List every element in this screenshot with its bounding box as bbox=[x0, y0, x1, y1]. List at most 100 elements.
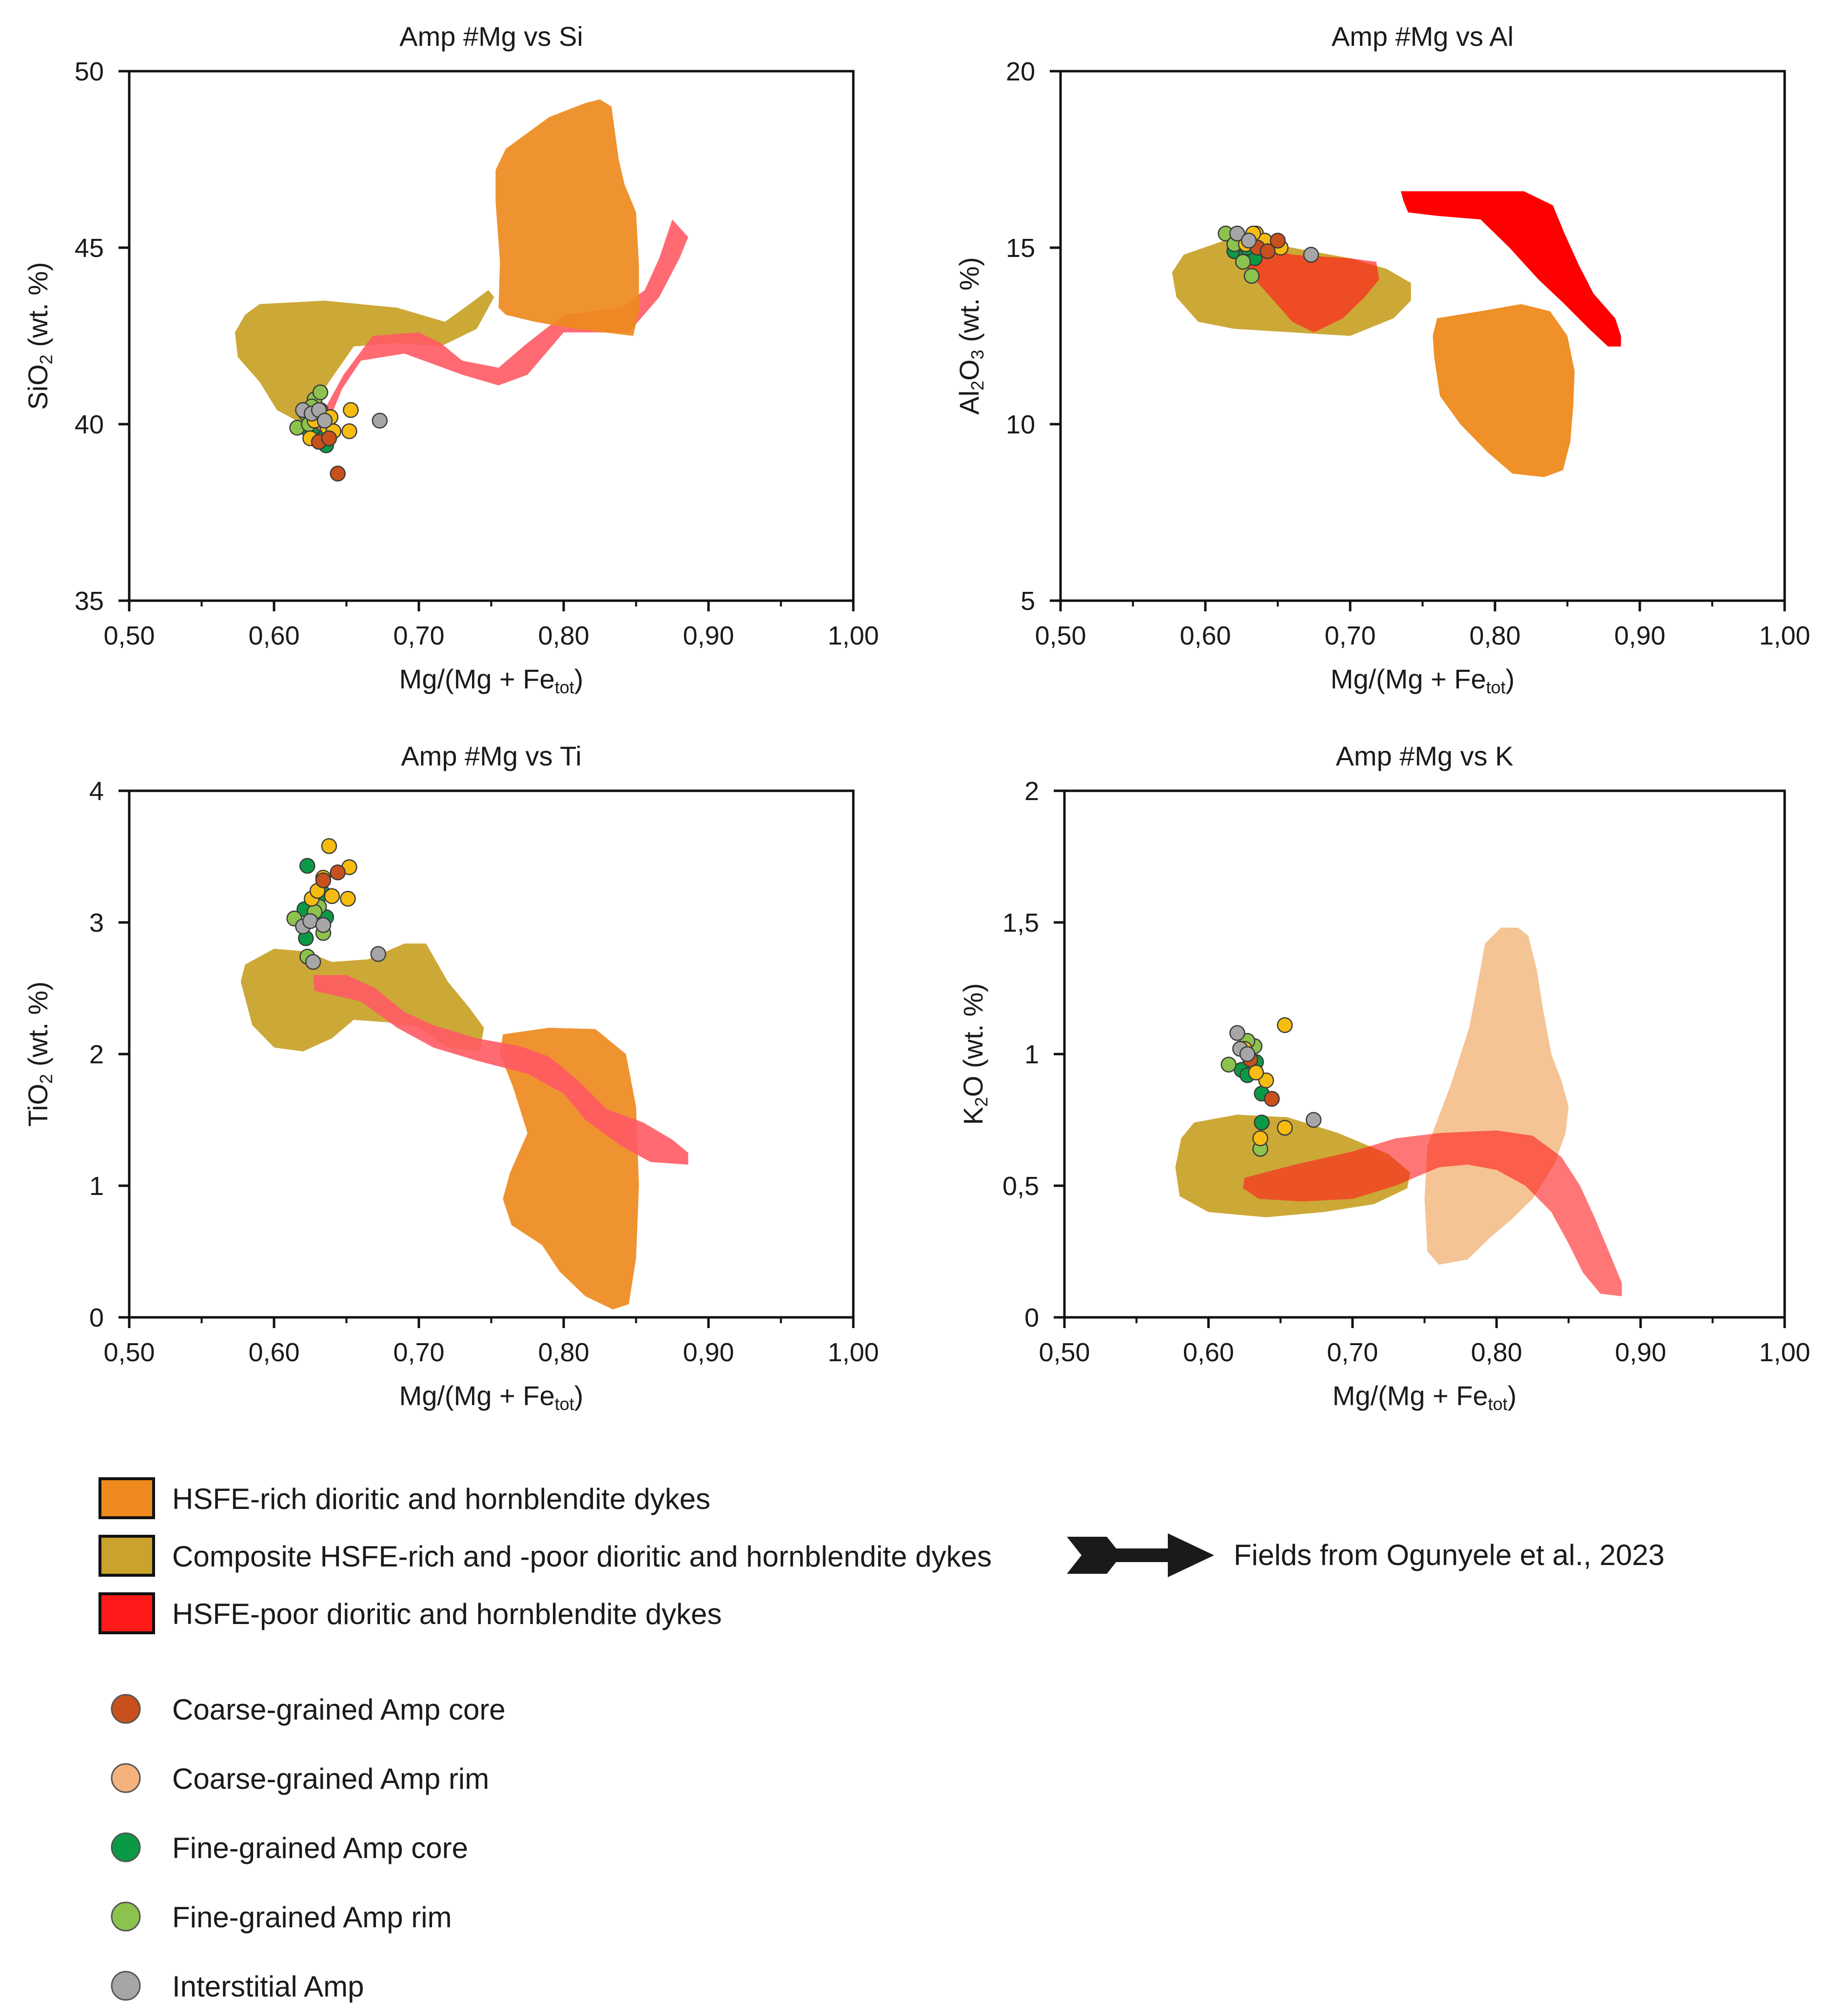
x-tick-label: 0,60 bbox=[1180, 621, 1231, 650]
plot-frame bbox=[1059, 70, 1786, 602]
x-tick-label: 0,90 bbox=[683, 621, 734, 650]
data-point bbox=[1252, 1130, 1268, 1147]
data-point bbox=[315, 917, 332, 933]
x-tick-label: 0,50 bbox=[1035, 621, 1086, 650]
legend-point-label: Coarse-grained Amp rim bbox=[172, 1762, 489, 1795]
x-axis-title: Mg/(Mg + Fetot) bbox=[399, 664, 584, 697]
field-polygon-1 bbox=[235, 290, 494, 424]
y-tick-label: 20 bbox=[1006, 57, 1035, 86]
x-tick-label: 1,00 bbox=[1759, 621, 1810, 650]
data-point bbox=[1305, 1112, 1322, 1128]
legend-point-item: Coarse-grained Amp rim bbox=[111, 1762, 489, 1795]
y-tick-label: 5 bbox=[1021, 587, 1035, 616]
y-axis-title: Al2O3 (wt. %) bbox=[954, 257, 987, 414]
data-point bbox=[1248, 1064, 1264, 1081]
legend-field-swatch bbox=[98, 1535, 155, 1577]
data-point bbox=[1235, 254, 1251, 270]
x-tick-label: 0,50 bbox=[103, 1338, 155, 1367]
y-tick-label: 15 bbox=[1006, 234, 1035, 263]
x-tick-label: 0,90 bbox=[683, 1338, 734, 1367]
data-point bbox=[324, 888, 340, 904]
x-tick-label: 0,60 bbox=[248, 1338, 299, 1367]
x-axis-title: Mg/(Mg + Fetot) bbox=[1331, 664, 1515, 697]
x-tick-label: 0,50 bbox=[103, 621, 155, 650]
double-chevron-arrow-icon bbox=[1067, 1533, 1214, 1577]
legend-point-label: Fine-grained Amp core bbox=[172, 1832, 468, 1864]
data-point bbox=[315, 872, 332, 888]
x-tick-label: 0,70 bbox=[393, 1338, 444, 1367]
x-tick-label: 0,70 bbox=[1324, 621, 1376, 650]
field-polygon-3 bbox=[495, 99, 639, 336]
data-point bbox=[305, 954, 321, 970]
x-tick-label: 0,90 bbox=[1614, 621, 1665, 650]
data-point bbox=[1220, 1057, 1237, 1073]
data-point bbox=[321, 838, 337, 854]
data-point bbox=[1254, 1115, 1270, 1131]
legend-point-label: Coarse-grained Amp core bbox=[172, 1693, 506, 1726]
y-tick-label: 1 bbox=[89, 1172, 104, 1201]
data-point bbox=[1277, 1119, 1293, 1136]
charts: Amp #Mg vs Si0,50 0,60 0,70 0,80 0,90 1,00354… bbox=[22, 21, 1810, 1414]
y-tick-label: 1,5 bbox=[1003, 908, 1039, 938]
legend-field-label: HSFE-rich dioritic and hornblendite dyke… bbox=[172, 1483, 710, 1515]
legend-field-item: HSFE-rich dioritic and hornblendite dyke… bbox=[98, 1477, 710, 1519]
y-tick-label: 50 bbox=[75, 57, 104, 86]
x-tick-label: 0,70 bbox=[393, 621, 444, 650]
legend-field-label: Composite HSFE-rich and -poor dioritic a… bbox=[172, 1540, 992, 1573]
data-point bbox=[1303, 247, 1319, 263]
data-point bbox=[330, 864, 346, 881]
y-tick-label: 0,5 bbox=[1003, 1172, 1039, 1201]
y-tick-label: 45 bbox=[75, 234, 104, 263]
legend: HSFE-rich dioritic and hornblendite dyke… bbox=[98, 1477, 1665, 2003]
legend-point-item: Fine-grained Amp core bbox=[111, 1832, 468, 1864]
data-point bbox=[316, 412, 333, 429]
data-point bbox=[1277, 1017, 1293, 1033]
legend-point-marker bbox=[111, 1763, 141, 1793]
data-point bbox=[321, 430, 337, 447]
field-polygon-4 bbox=[1433, 304, 1575, 477]
y-tick-label: 10 bbox=[1006, 410, 1035, 439]
legend-source-label: Fields from Ogunyele et al., 2023 bbox=[1234, 1539, 1665, 1571]
chart-panel-3: Amp #Mg vs Ti 0,50 0,60 0,70 0,80 0,90 1,00 0 1 2… bbox=[22, 741, 879, 1414]
data-point bbox=[372, 412, 388, 429]
legend-point-item: Fine-grained Amp rim bbox=[111, 1901, 452, 1934]
data-point bbox=[370, 946, 387, 962]
x-tick-label: 0,80 bbox=[538, 621, 589, 650]
data-point bbox=[341, 423, 357, 439]
y-tick-label: 4 bbox=[89, 777, 104, 806]
x-tick-label: 0,60 bbox=[248, 621, 299, 650]
data-point bbox=[330, 466, 346, 482]
x-tick-label: 1,00 bbox=[827, 1338, 879, 1367]
legend-point-label: Fine-grained Amp rim bbox=[172, 1901, 452, 1934]
data-point bbox=[340, 891, 356, 907]
data-point bbox=[1239, 1046, 1256, 1062]
y-tick-label: 1 bbox=[1024, 1040, 1039, 1069]
chart-title: Amp #Mg vs K bbox=[1336, 741, 1513, 771]
data-point bbox=[1270, 233, 1286, 249]
data-point bbox=[1240, 233, 1257, 249]
field-polygon-2 bbox=[500, 1028, 639, 1310]
chart-title: Amp #Mg vs Al bbox=[1332, 21, 1514, 52]
legend-field-swatch bbox=[98, 1477, 155, 1519]
chart-panel-4: Amp #Mg vs K 0,50 0,60 0,70 0,80 0,90 1,00 0 0,5… bbox=[958, 741, 1810, 1414]
data-point bbox=[1243, 268, 1260, 284]
legend-point-marker bbox=[111, 1694, 141, 1724]
legend-point-item: Coarse-grained Amp core bbox=[111, 1693, 506, 1726]
data-point bbox=[1229, 225, 1245, 242]
legend-field-swatch bbox=[98, 1592, 155, 1634]
data-point bbox=[302, 913, 318, 929]
field-polygon-2 bbox=[1241, 240, 1379, 333]
x-axis-title: Mg/(Mg + Fetot) bbox=[1333, 1380, 1517, 1414]
x-tick-label: 1,00 bbox=[827, 621, 879, 650]
x-tick-label: 0,80 bbox=[538, 1338, 589, 1367]
data-point bbox=[343, 402, 359, 418]
legend-point-marker bbox=[111, 1901, 141, 1932]
y-tick-label: 0 bbox=[89, 1303, 104, 1332]
field-polygon-3 bbox=[1400, 191, 1621, 347]
y-tick-label: 35 bbox=[75, 587, 104, 616]
data-point bbox=[1259, 243, 1276, 259]
data-point bbox=[299, 858, 315, 874]
plot-frame bbox=[1063, 789, 1786, 1319]
legend-point-marker bbox=[111, 1971, 141, 2001]
